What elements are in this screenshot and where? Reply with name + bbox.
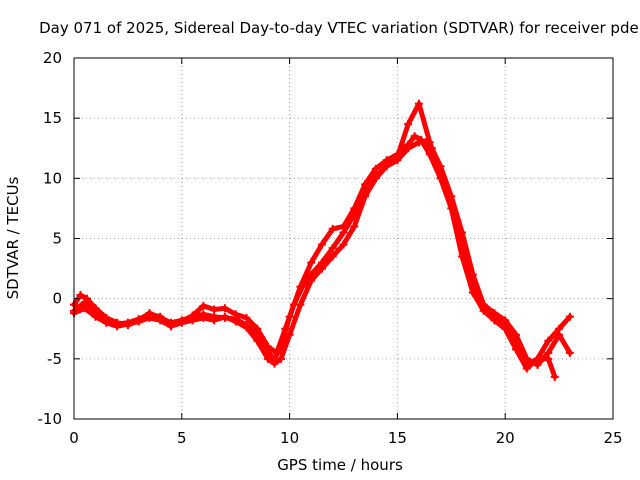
data-point: [328, 252, 337, 261]
y-tick-label: 5: [52, 230, 62, 248]
data-point: [276, 354, 285, 363]
x-tick-labels: 0 5 10 15 20 25: [69, 429, 622, 447]
data-point: [289, 300, 298, 309]
x-tick-label: 15: [388, 429, 407, 447]
y-tick-label: -5: [47, 350, 62, 368]
grid: [74, 58, 613, 419]
data-point: [113, 319, 122, 328]
data-point: [76, 291, 85, 300]
data-point: [307, 258, 316, 267]
data-point: [371, 164, 380, 173]
data-point: [501, 316, 510, 325]
data-point: [298, 282, 307, 291]
data-point: [134, 315, 143, 324]
data-point: [231, 317, 240, 326]
y-tick-label: -10: [38, 410, 63, 428]
y-axis-label: SDTVAR / TECUs: [4, 176, 22, 299]
data-point: [270, 359, 279, 368]
data-point: [188, 311, 197, 320]
x-tick-label: 20: [496, 429, 515, 447]
data-point: [436, 168, 445, 177]
x-tick-label: 10: [280, 429, 299, 447]
data-point: [479, 300, 488, 309]
data-point: [199, 301, 208, 310]
data-point: [328, 244, 337, 253]
data-point: [533, 360, 542, 369]
data-point: [199, 313, 208, 322]
series-group: [70, 99, 574, 381]
data-point: [167, 319, 176, 328]
x-tick-label: 0: [69, 429, 79, 447]
data-point: [317, 240, 326, 249]
data-point: [350, 222, 359, 231]
data-point: [382, 162, 391, 171]
data-point: [123, 318, 132, 327]
data-point: [490, 309, 499, 318]
data-point: [350, 210, 359, 219]
data-point: [102, 317, 111, 326]
data-point: [458, 240, 467, 249]
data-point: [468, 276, 477, 285]
y-tick-label: 0: [52, 290, 62, 308]
ticks: [73, 57, 614, 420]
y-tick-label: 15: [43, 109, 62, 127]
data-point: [156, 312, 165, 321]
data-point: [339, 228, 348, 237]
chart-title: Day 071 of 2025, Sidereal Day-to-day VTE…: [39, 19, 640, 37]
y-tick-label: 10: [43, 169, 62, 187]
data-point: [80, 298, 89, 307]
data-point: [565, 312, 574, 321]
data-point: [328, 224, 337, 233]
data-point: [242, 313, 251, 322]
data-point: [231, 310, 240, 319]
data-point: [145, 310, 154, 319]
data-point: [307, 270, 316, 279]
data-point: [177, 317, 186, 326]
data-point: [544, 336, 553, 345]
data-point: [242, 323, 251, 332]
data-point: [544, 348, 553, 357]
data-point: [272, 348, 281, 357]
data-point: [447, 198, 456, 207]
data-point: [511, 330, 520, 339]
data-point: [210, 305, 219, 314]
data-point: [285, 330, 294, 339]
y-tick-labels: -10 -5 0 5 10 15 20: [38, 49, 63, 428]
series-track-c: [70, 99, 574, 369]
data-point: [414, 99, 423, 108]
data-point: [220, 304, 229, 313]
data-point: [565, 348, 574, 357]
data-point: [555, 330, 564, 339]
data-point: [410, 132, 419, 141]
data-point: [550, 372, 559, 381]
data-point: [404, 144, 413, 153]
data-point: [264, 342, 273, 351]
data-point: [220, 312, 229, 321]
data-point: [339, 240, 348, 249]
y-tick-label: 20: [43, 49, 62, 67]
data-point: [264, 354, 273, 363]
data-point: [371, 171, 380, 180]
data-point: [210, 316, 219, 325]
data-point: [425, 138, 434, 147]
x-axis-label: GPS time / hours: [277, 456, 403, 474]
data-point: [317, 258, 326, 267]
data-point: [404, 120, 413, 129]
data-point: [361, 186, 370, 195]
data-point: [253, 324, 262, 333]
data-point: [281, 324, 290, 333]
data-point: [253, 336, 262, 345]
x-tick-label: 5: [177, 429, 187, 447]
data-point: [393, 152, 402, 161]
data-point: [522, 354, 531, 363]
data-point: [91, 309, 100, 318]
x-tick-label: 25: [603, 429, 622, 447]
